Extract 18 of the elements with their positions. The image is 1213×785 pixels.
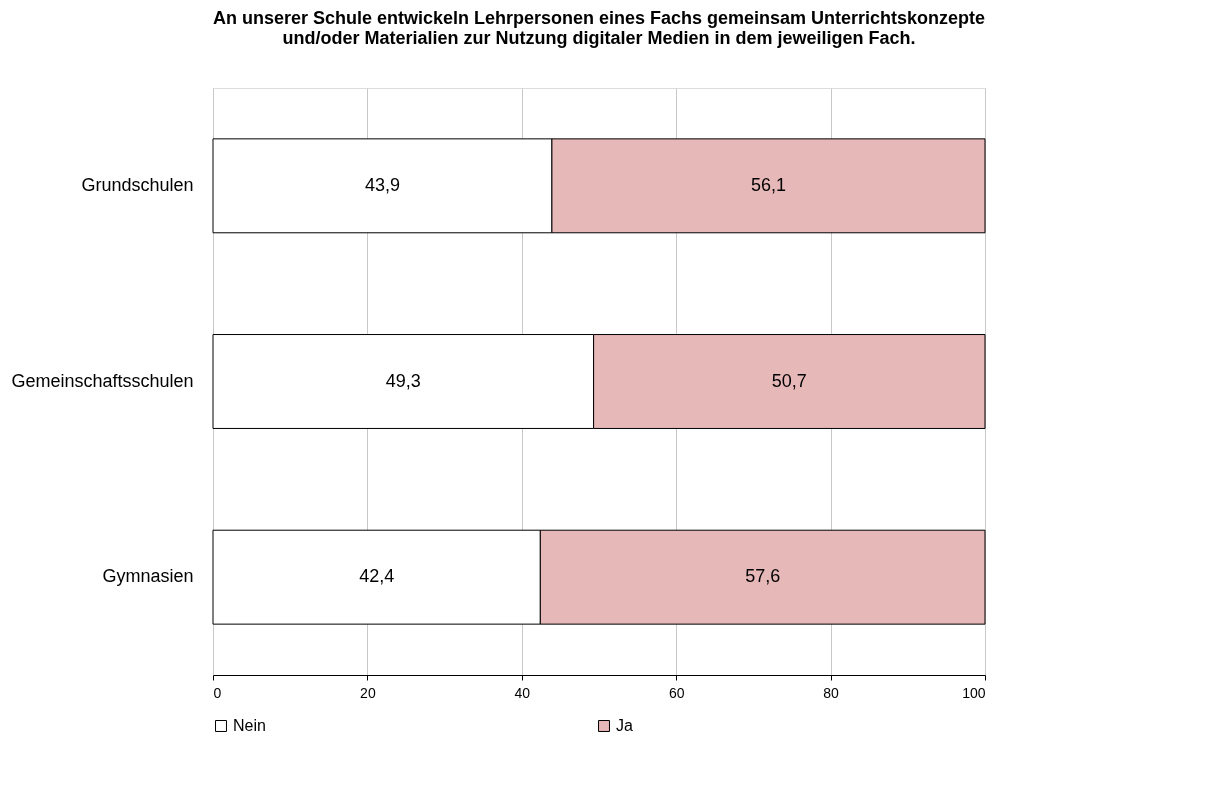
- data-label: 57,6: [745, 566, 781, 587]
- x-tick-label: 60: [668, 684, 685, 701]
- data-label: 42,4: [359, 566, 395, 587]
- data-label: 43,9: [364, 174, 400, 195]
- y-tick-label: Gymnasien: [102, 566, 194, 587]
- data-label: 49,3: [385, 370, 421, 391]
- data-label: 56,1: [750, 174, 786, 195]
- data-label: 50,7: [771, 370, 807, 391]
- y-tick-label: Grundschulen: [81, 174, 194, 195]
- chart-title: An unserer Schule entwickeln Lehrpersonen eines Fachs gemeinsam Unterrichtskonzepte und/oder Materialien zur Nutzung digitaler Medien in dem jeweiligen Fach.: [212, 8, 986, 48]
- x-tick-label: 40: [514, 684, 531, 701]
- x-tick-label: 20: [360, 684, 376, 701]
- legend-label: Nein: [233, 717, 266, 734]
- x-tick-label: 0: [213, 684, 222, 701]
- x-tick-label: 100: [962, 684, 986, 701]
- y-tick-label: Gemeinschaftsschulen: [11, 370, 194, 391]
- x-tick-label: 80: [823, 684, 840, 701]
- legend-label: Ja: [616, 717, 633, 734]
